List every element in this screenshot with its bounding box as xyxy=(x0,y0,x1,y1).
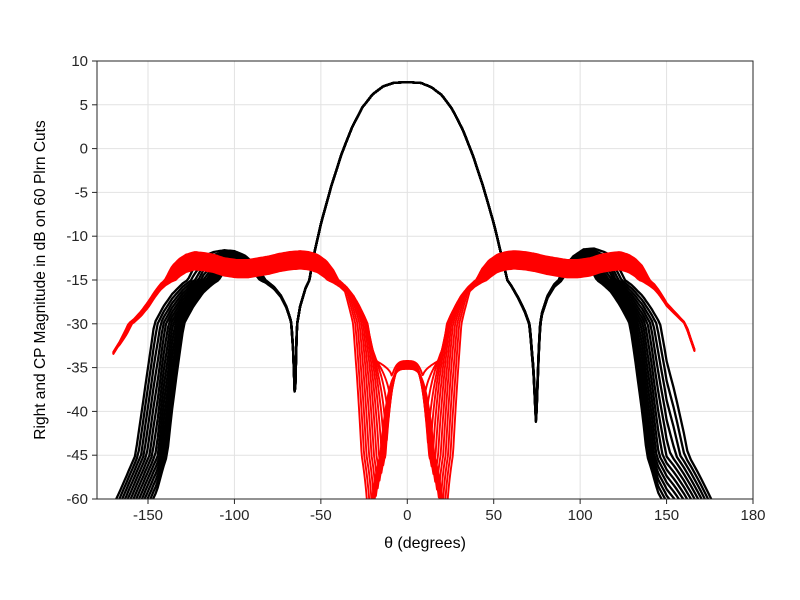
y-tick-label: -35 xyxy=(66,360,88,377)
x-tick-label: -150 xyxy=(133,507,163,524)
co-pol-black-curves xyxy=(114,80,713,499)
y-tick-label: -10 xyxy=(66,228,88,245)
cross-pol-cut-curve xyxy=(112,262,696,499)
x-tick-label: 150 xyxy=(654,507,679,524)
y-tick-label: -30 xyxy=(66,316,88,333)
x-tick-label: 50 xyxy=(485,507,502,524)
x-axis-label: θ (degrees) xyxy=(384,535,466,552)
co-pol-cut-curve xyxy=(137,80,685,499)
y-tick-label: -5 xyxy=(75,184,88,201)
x-tick-label: 0 xyxy=(403,507,411,524)
y-tick-label: 0 xyxy=(80,141,88,158)
y-tick-label: 10 xyxy=(71,53,88,70)
y-tick-label: -40 xyxy=(66,403,88,420)
cross-pol-cut-curve xyxy=(112,264,696,499)
y-axis-label: Right and CP Magnitude in dB on 60 Plrn … xyxy=(32,120,49,440)
y-tick-label: -45 xyxy=(66,447,88,464)
y-tick-label: 5 xyxy=(80,97,88,114)
cross-pol-cut-curve xyxy=(112,267,696,499)
x-tick-label: 180 xyxy=(740,507,765,524)
y-tick-label: -15 xyxy=(66,272,88,289)
tick-labels: -150 -100 -50 0 50 100 150 1801050-5-10-15-30-3… xyxy=(66,53,765,524)
tick-marks xyxy=(92,60,754,504)
cross-pol-cut-curve xyxy=(112,266,696,499)
x-tick-label: 100 xyxy=(568,507,593,524)
x-tick-label: -100 xyxy=(219,507,249,524)
y-tick-label: -60 xyxy=(66,491,88,508)
cross-pol-cut-curve xyxy=(112,263,696,499)
cross-pol-red-curves xyxy=(112,250,696,499)
x-tick-label: -50 xyxy=(310,507,332,524)
